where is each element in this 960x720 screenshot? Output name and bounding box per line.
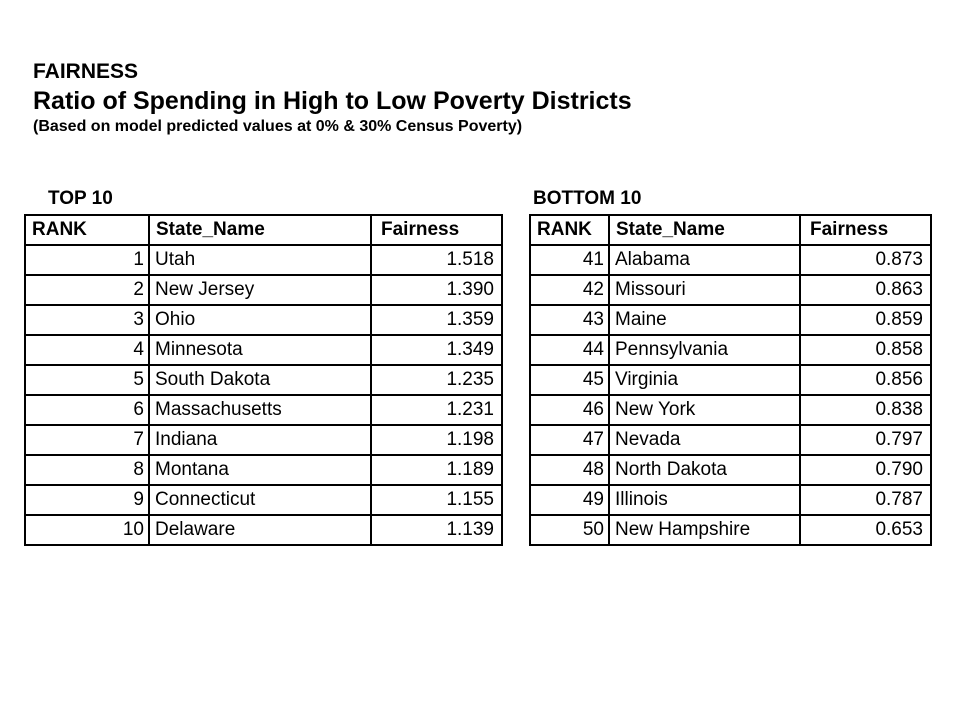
rank-cell: 48: [529, 454, 610, 486]
rank-cell: 43: [529, 304, 610, 336]
fairness-cell: 1.198: [370, 424, 503, 456]
fairness-cell: 0.787: [799, 484, 932, 516]
state-cell: Maine: [608, 304, 801, 336]
rank-cell: 7: [24, 424, 150, 456]
table-row: 41 Alabama 0.873: [529, 244, 932, 276]
fairness-cell: 1.139: [370, 514, 503, 546]
state-cell: New Hampshire: [608, 514, 801, 546]
state-cell: Missouri: [608, 274, 801, 306]
table-row: 8 Montana 1.189: [24, 454, 503, 486]
table-row: 42 Missouri 0.863: [529, 274, 932, 306]
fairness-column-header: Fairness: [799, 214, 932, 246]
rank-cell: 50: [529, 514, 610, 546]
top10-label: TOP 10: [48, 188, 113, 209]
table-row: 46 New York 0.838: [529, 394, 932, 426]
table-row: 45 Virginia 0.856: [529, 364, 932, 396]
rank-cell: 41: [529, 244, 610, 276]
fairness-cell: 1.359: [370, 304, 503, 336]
rank-cell: 47: [529, 424, 610, 456]
table-row: 6 Massachusetts 1.231: [24, 394, 503, 426]
rank-cell: 45: [529, 364, 610, 396]
state-cell: Illinois: [608, 484, 801, 516]
bottom10-section: BOTTOM 10 RANK State_Name Fairness 41 Alaba…: [529, 188, 932, 546]
table-row: 3 Ohio 1.359: [24, 304, 503, 336]
state-cell: Pennsylvania: [608, 334, 801, 366]
table-row: 1 Utah 1.518: [24, 244, 503, 276]
state-column-header: State_Name: [148, 214, 372, 246]
state-cell: Montana: [148, 454, 372, 486]
table-row: 7 Indiana 1.198: [24, 424, 503, 456]
table-row: 10 Delaware 1.139: [24, 514, 503, 546]
page-subtitle: Ratio of Spending in High to Low Poverty…: [33, 87, 632, 115]
top10-table: RANK State_Name Fairness 1 Utah 1.518 2 New Je…: [24, 214, 503, 546]
rank-cell: 3: [24, 304, 150, 336]
state-cell: Virginia: [608, 364, 801, 396]
rank-cell: 44: [529, 334, 610, 366]
rank-cell: 5: [24, 364, 150, 396]
state-cell: Connecticut: [148, 484, 372, 516]
fairness-cell: 0.838: [799, 394, 932, 426]
rank-cell: 9: [24, 484, 150, 516]
table-row: 9 Connecticut 1.155: [24, 484, 503, 516]
fairness-cell: 0.858: [799, 334, 932, 366]
fairness-cell: 0.856: [799, 364, 932, 396]
state-cell: North Dakota: [608, 454, 801, 486]
fairness-cell: 0.873: [799, 244, 932, 276]
state-cell: Nevada: [608, 424, 801, 456]
rank-cell: 42: [529, 274, 610, 306]
rank-cell: 8: [24, 454, 150, 486]
fairness-cell: 0.790: [799, 454, 932, 486]
table-row: 2 New Jersey 1.390: [24, 274, 503, 306]
fairness-cell: 0.797: [799, 424, 932, 456]
page-title: FAIRNESS: [33, 60, 139, 83]
rank-cell: 6: [24, 394, 150, 426]
top10-section: TOP 10 RANK State_Name Fairness 1 Utah 1.518…: [24, 188, 503, 546]
rank-column-header: RANK: [24, 214, 150, 246]
state-cell: New York: [608, 394, 801, 426]
state-cell: New Jersey: [148, 274, 372, 306]
rank-cell: 2: [24, 274, 150, 306]
fairness-cell: 0.653: [799, 514, 932, 546]
table-row: 48 North Dakota 0.790: [529, 454, 932, 486]
table-row: 5 South Dakota 1.235: [24, 364, 503, 396]
fairness-cell: 0.859: [799, 304, 932, 336]
bottom10-label: BOTTOM 10: [533, 188, 642, 209]
title-block: FAIRNESS Ratio of Spending in High to Lo…: [33, 56, 632, 139]
fairness-cell: 1.231: [370, 394, 503, 426]
page-note: (Based on model predicted values at 0% &…: [33, 118, 523, 135]
fairness-cell: 1.155: [370, 484, 503, 516]
table-row: 4 Minnesota 1.349: [24, 334, 503, 366]
state-cell: Alabama: [608, 244, 801, 276]
fairness-column-header: Fairness: [370, 214, 503, 246]
fairness-cell: 1.349: [370, 334, 503, 366]
fairness-cell: 1.235: [370, 364, 503, 396]
state-cell: Utah: [148, 244, 372, 276]
rank-cell: 1: [24, 244, 150, 276]
fairness-cell: 1.518: [370, 244, 503, 276]
header-row: RANK State_Name Fairness: [529, 214, 932, 246]
table-row: 50 New Hampshire 0.653: [529, 514, 932, 546]
fairness-cell: 1.189: [370, 454, 503, 486]
state-cell: Minnesota: [148, 334, 372, 366]
table-row: 43 Maine 0.859: [529, 304, 932, 336]
rank-column-header: RANK: [529, 214, 610, 246]
state-column-header: State_Name: [608, 214, 801, 246]
table-row: 47 Nevada 0.797: [529, 424, 932, 456]
rank-cell: 4: [24, 334, 150, 366]
state-cell: Ohio: [148, 304, 372, 336]
bottom10-table: RANK State_Name Fairness 41 Alabama 0.873 42 M…: [529, 214, 932, 546]
table-row: 44 Pennsylvania 0.858: [529, 334, 932, 366]
fairness-cell: 1.390: [370, 274, 503, 306]
state-cell: Indiana: [148, 424, 372, 456]
header-row: RANK State_Name Fairness: [24, 214, 503, 246]
state-cell: Delaware: [148, 514, 372, 546]
rank-cell: 10: [24, 514, 150, 546]
rank-cell: 49: [529, 484, 610, 516]
state-cell: South Dakota: [148, 364, 372, 396]
state-cell: Massachusetts: [148, 394, 372, 426]
fairness-cell: 0.863: [799, 274, 932, 306]
table-row: 49 Illinois 0.787: [529, 484, 932, 516]
rank-cell: 46: [529, 394, 610, 426]
